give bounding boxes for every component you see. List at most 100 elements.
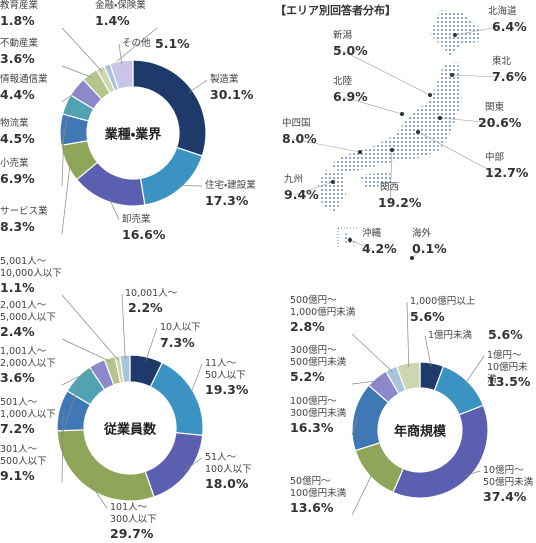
category-label: 10億円～ 50億円未満 <box>483 465 534 488</box>
region-marker <box>400 112 404 116</box>
category-label: 金融・保険業 <box>95 0 146 11</box>
donut-segment <box>119 354 131 384</box>
leader-line <box>342 50 431 96</box>
category-label: 住宅・建設業 <box>205 180 256 191</box>
donut-segment <box>144 432 204 498</box>
region-marker <box>428 93 432 97</box>
region-marker <box>450 73 454 77</box>
category-label: 51人～ 100人以下 <box>205 452 252 475</box>
value-label: 5.6% <box>488 327 523 342</box>
category-label: 小売業 <box>0 158 29 169</box>
leader-line <box>406 301 410 367</box>
map-shape <box>318 170 346 212</box>
value-label: 5.1% <box>155 36 190 51</box>
category-label: 1億円未満 <box>428 330 473 341</box>
map-shape <box>360 172 392 188</box>
chart-title: 年商規模 <box>393 424 447 440</box>
region-marker <box>410 256 414 260</box>
category-label: 物流業 <box>0 118 29 129</box>
value-label: 19.2% <box>378 195 422 210</box>
leader-line <box>118 43 123 65</box>
region-label: 中部 <box>485 152 505 163</box>
value-label: 4.5% <box>0 131 35 146</box>
category-label: 1,001人～ 2,000人以下 <box>0 346 56 369</box>
category-label: 1,000億円以上 <box>410 296 476 307</box>
value-label: 7.2% <box>0 421 35 436</box>
value-label: 18.0% <box>205 476 249 491</box>
category-label: 101人～ 300人以下 <box>110 502 157 525</box>
value-label: 17.3% <box>205 193 249 208</box>
leader-line <box>61 27 103 72</box>
category-label: 100億円～ 300億円未満 <box>290 396 347 419</box>
value-label: 20.6% <box>478 115 522 130</box>
category-label: 301人～ 500人以下 <box>0 444 47 467</box>
leader-line <box>424 335 432 368</box>
donut-segment <box>395 361 421 392</box>
value-label: 2.2% <box>128 300 163 315</box>
donut-segment <box>139 146 204 206</box>
donut-segment <box>109 59 134 91</box>
value-label: 19.3% <box>205 382 249 397</box>
leader-line <box>61 161 71 235</box>
leader-line <box>190 363 203 395</box>
leader-line <box>464 355 485 385</box>
leader-line <box>61 65 93 78</box>
value-label: 4.4% <box>0 87 35 102</box>
value-label: 2.8% <box>290 319 325 334</box>
leader-line <box>351 472 373 516</box>
region-marker <box>358 150 362 154</box>
category-label: 300億円～ 500億円未満 <box>290 345 347 368</box>
value-label: 8.0% <box>282 131 317 146</box>
value-label: 3.6% <box>0 370 35 385</box>
value-label: 30.1% <box>210 87 254 102</box>
region-label: 関東 <box>485 102 505 113</box>
leader-line <box>183 457 203 472</box>
leader-line <box>351 416 358 436</box>
category-label: その他 <box>122 38 151 49</box>
value-label: 9.1% <box>0 468 35 483</box>
category-label: 製造業 <box>210 74 239 85</box>
value-label: 16.3% <box>290 420 334 435</box>
donut-segment <box>149 361 204 437</box>
leader-line <box>108 197 120 221</box>
donut-segment <box>392 404 489 499</box>
map-shape <box>330 62 462 172</box>
value-label: 0.1% <box>412 241 447 256</box>
leader-line <box>351 380 380 385</box>
category-label: 11人～ 50人以下 <box>205 358 246 381</box>
value-label: 13.6% <box>290 500 334 515</box>
leader-line <box>351 333 393 373</box>
region-label: 新潟 <box>333 30 353 41</box>
leader-line <box>291 138 361 153</box>
leader-line <box>451 74 503 78</box>
value-label: 9.4% <box>284 187 319 202</box>
value-label: 5.0% <box>333 43 368 58</box>
category-label: 教育産業 <box>0 0 39 11</box>
value-label: 6.9% <box>0 171 35 186</box>
value-label: 7.3% <box>160 335 195 350</box>
leader-line <box>188 79 208 93</box>
region-label: 沖縄 <box>362 228 382 239</box>
category-label: 卸売業 <box>122 214 151 225</box>
value-label: 1.1% <box>0 280 35 295</box>
category-label: 500億円～ 1,000億円未満 <box>290 295 356 318</box>
leader-line <box>145 327 158 361</box>
category-label: サービス業 <box>0 206 48 217</box>
leader-line <box>61 338 111 363</box>
chart-title: 従業員数 <box>103 422 157 438</box>
region-label: 北陸 <box>333 76 353 87</box>
leader-line <box>411 248 423 259</box>
value-label: 4.2% <box>362 241 397 256</box>
category-label: 5,001人～ 10,000人以下 <box>0 256 62 279</box>
donut-segment <box>354 441 405 494</box>
region-label: 関西 <box>380 182 400 193</box>
leader-line <box>61 294 119 361</box>
leader-line <box>177 185 203 187</box>
category-label: 501人～ 1,000人以下 <box>0 397 56 420</box>
category-label: 50億円～ 100億円未満 <box>290 476 347 499</box>
leader-line <box>61 411 64 484</box>
region-marker <box>348 238 352 242</box>
value-label: 3.6% <box>0 51 35 66</box>
